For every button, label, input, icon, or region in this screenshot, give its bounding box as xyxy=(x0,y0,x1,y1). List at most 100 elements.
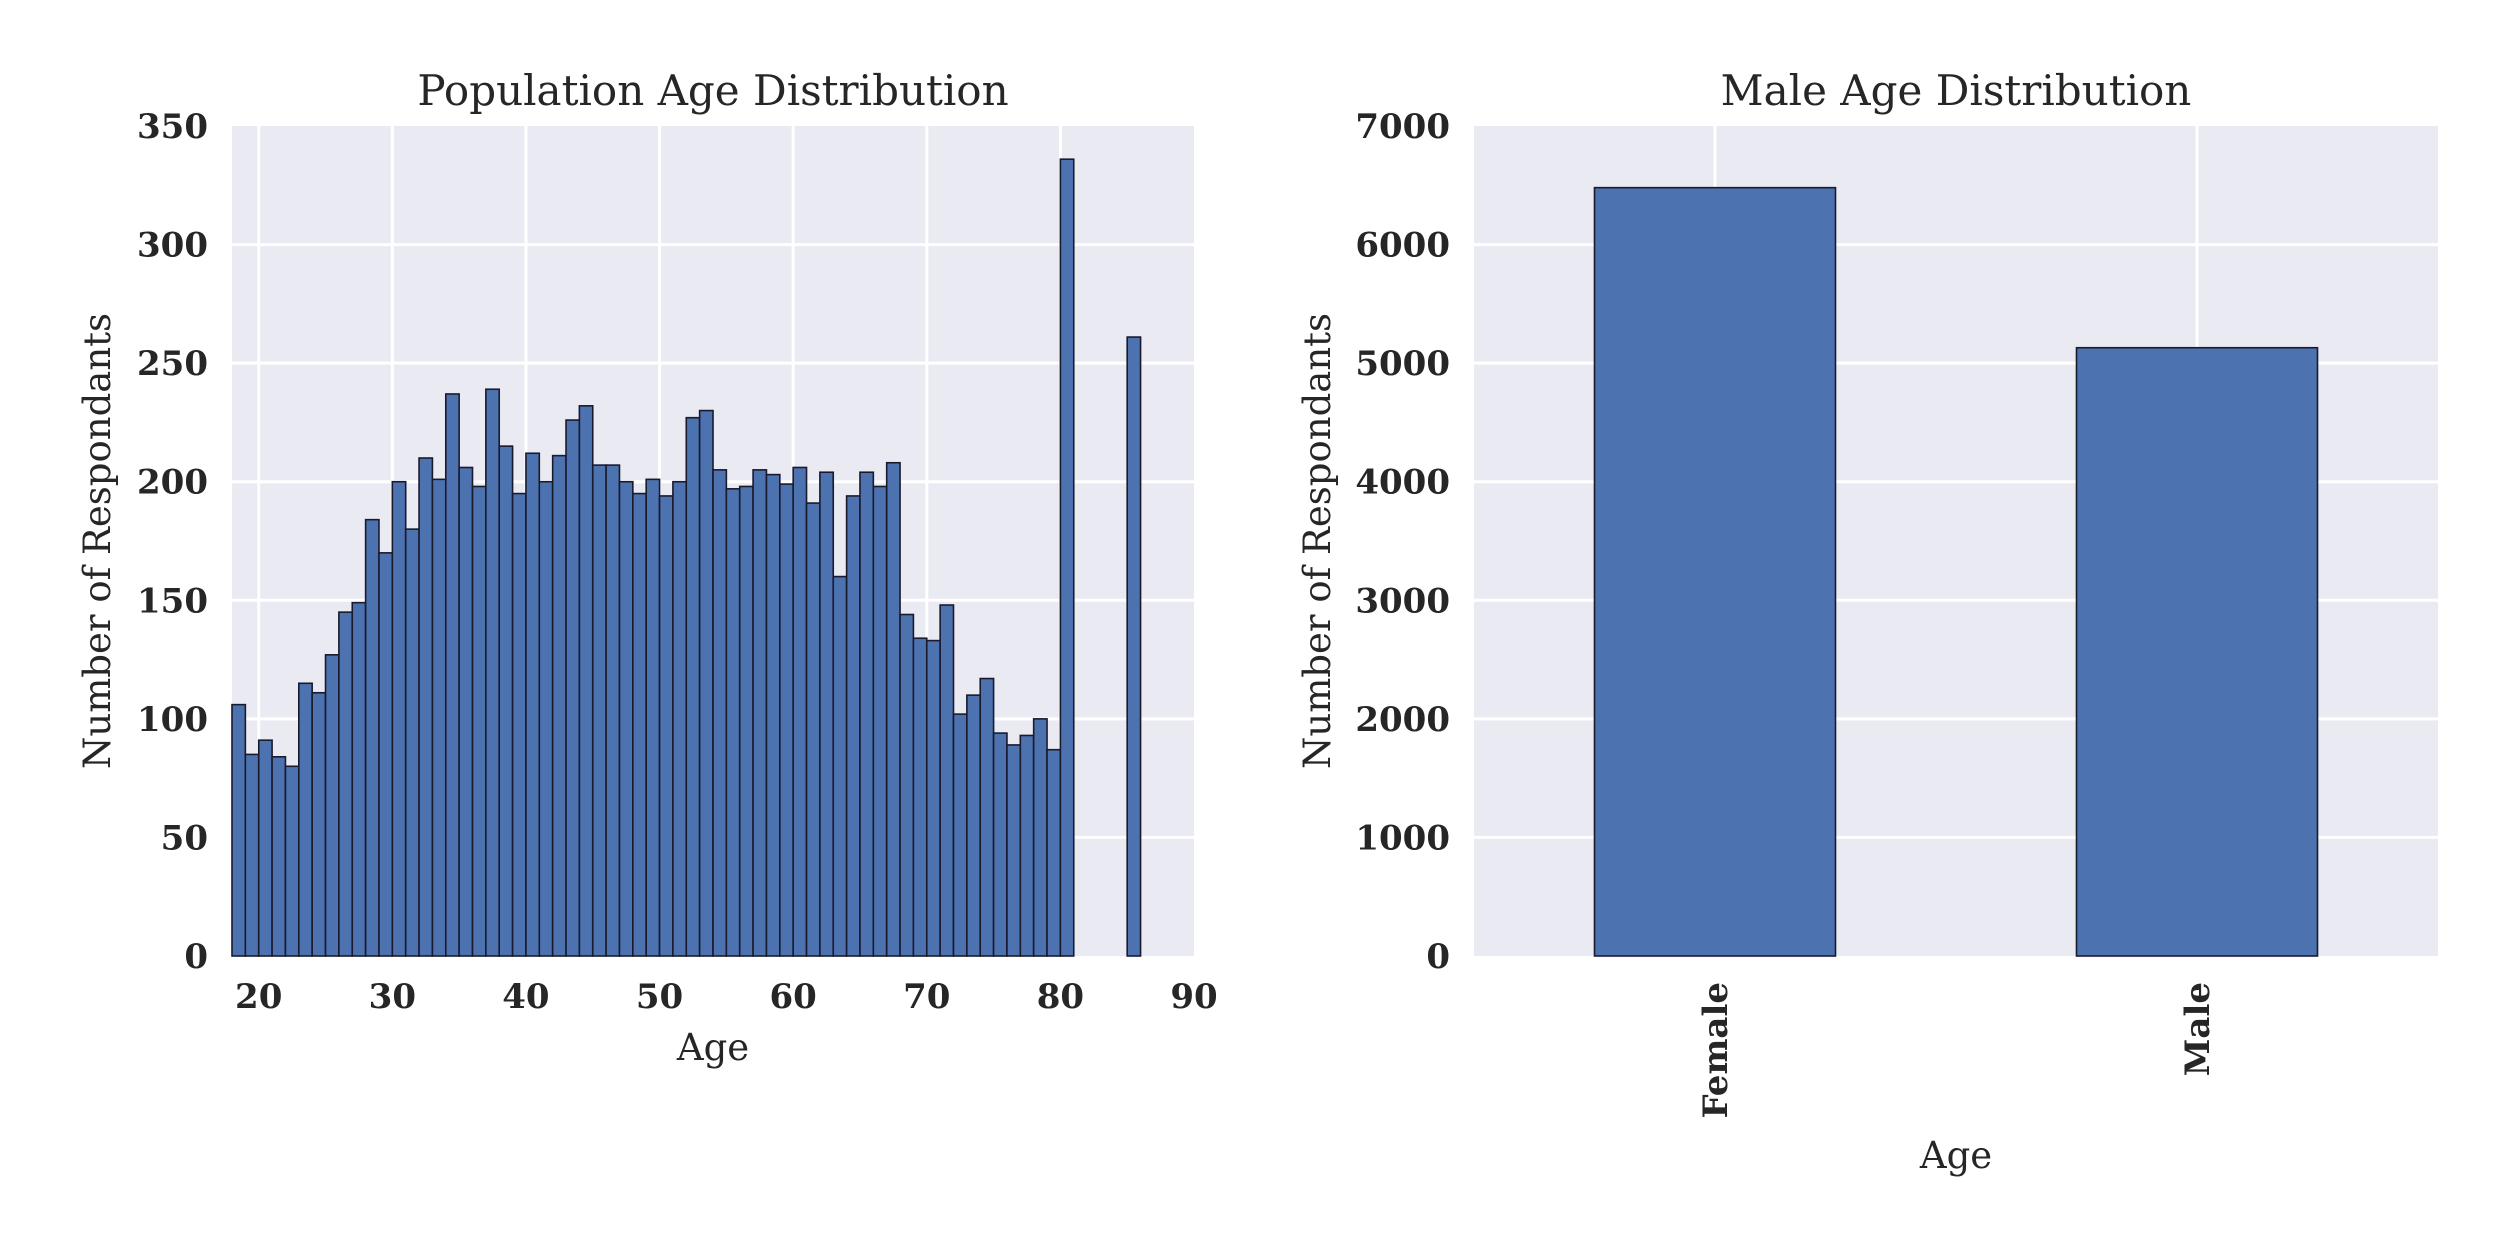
histogram-bar xyxy=(244,753,260,957)
histogram-bar xyxy=(792,466,808,957)
histogram-bar xyxy=(591,464,607,957)
histogram-bar xyxy=(685,416,701,957)
histogram-bar xyxy=(939,604,955,957)
histogram-bar xyxy=(819,471,835,957)
histogram-bar xyxy=(925,639,941,957)
histogram-bar xyxy=(271,755,287,957)
histogram-bar xyxy=(832,575,848,957)
x-tick-label: 30 xyxy=(369,977,416,1017)
histogram-bar xyxy=(471,485,487,957)
y-tick-label: 1000 xyxy=(1355,818,1450,858)
histogram-x-ticks: 20 30 40 50 60 70 80 90 xyxy=(235,977,1218,1017)
x-tick-label: 90 xyxy=(1170,977,1217,1017)
histogram-bar xyxy=(444,393,460,957)
histogram-bar xyxy=(859,471,875,957)
histogram-bar xyxy=(378,552,394,957)
histogram-bar xyxy=(1019,734,1035,957)
histogram-bar xyxy=(1126,336,1142,957)
y-tick-label: 0 xyxy=(184,937,208,977)
y-tick-label: 150 xyxy=(137,581,208,621)
histogram-bar xyxy=(738,485,754,957)
histogram-bar xyxy=(324,654,340,957)
gender-y-ticks: 0 1000 2000 3000 4000 5000 6000 7000 xyxy=(1355,107,1450,977)
y-tick-label: 7000 xyxy=(1355,107,1450,147)
histogram-bar xyxy=(431,478,447,957)
histogram-bar xyxy=(538,480,554,957)
bar-male xyxy=(2075,346,2319,957)
histogram-bar xyxy=(284,765,300,957)
histogram-bar xyxy=(912,637,928,957)
histogram-bar xyxy=(418,457,434,957)
histogram-bar xyxy=(231,703,247,957)
histogram-bar xyxy=(979,677,995,957)
histogram-bar xyxy=(1006,744,1022,957)
histogram-bar xyxy=(1046,748,1062,957)
x-tick-label: 20 xyxy=(235,977,282,1017)
gender-bars xyxy=(1593,186,2319,957)
y-tick-label: 250 xyxy=(137,344,208,384)
y-tick-label: 50 xyxy=(161,818,208,858)
histogram-bar xyxy=(605,464,621,957)
histogram-title: Population Age Distribution xyxy=(417,66,1008,115)
histogram-y-ticks: 0 50 100 150 200 250 300 350 xyxy=(137,107,208,977)
histogram-bar xyxy=(1059,158,1075,957)
histogram-bar xyxy=(632,492,647,957)
x-tick-label: 40 xyxy=(502,977,549,1017)
y-tick-label: 100 xyxy=(137,700,208,740)
histogram-bars xyxy=(231,158,1142,957)
histogram-x-axis-label: Age xyxy=(676,1026,749,1069)
histogram-bar xyxy=(645,478,661,957)
y-tick-label: 350 xyxy=(137,107,208,147)
gender-chart-title: Male Age Distribution xyxy=(1721,66,2192,115)
histogram-y-axis-label: Number of Respondants xyxy=(76,313,119,769)
histogram-bar xyxy=(525,452,541,957)
histogram-bar xyxy=(498,445,514,957)
histogram-bar xyxy=(565,419,581,957)
histogram-bar xyxy=(779,483,794,957)
y-tick-label: 0 xyxy=(1426,937,1450,977)
histogram-bar xyxy=(618,480,634,957)
histogram-bar xyxy=(364,518,380,957)
histogram-chart: 20 30 40 50 60 70 80 90 0 50 100 150 200 250 300 350 P… xyxy=(76,66,1218,1069)
y-tick-label: 200 xyxy=(137,463,208,503)
histogram-bar xyxy=(511,492,527,957)
histogram-bar xyxy=(298,682,313,957)
histogram-bar xyxy=(952,713,968,957)
histogram-bar xyxy=(698,409,714,957)
x-tick-label: Female xyxy=(1696,982,1736,1118)
x-tick-label: 70 xyxy=(903,977,950,1017)
histogram-bar xyxy=(257,739,273,957)
histogram-bar xyxy=(885,461,901,957)
histogram-bar xyxy=(845,495,861,957)
histogram-bar xyxy=(752,469,768,957)
x-tick-label: 60 xyxy=(770,977,817,1017)
histogram-bar xyxy=(485,388,501,957)
histogram-bar xyxy=(458,466,474,957)
gender-bar-chart: Female Male 0 1000 2000 3000 4000 5000 6000 7000… xyxy=(1296,66,2438,1177)
gender-x-axis-label: Age xyxy=(1919,1134,1992,1177)
histogram-bar xyxy=(992,732,1008,957)
y-tick-label: 4000 xyxy=(1355,463,1450,503)
histogram-bar xyxy=(765,473,781,957)
histogram-bar xyxy=(712,469,728,957)
y-tick-label: 3000 xyxy=(1355,581,1450,621)
x-tick-label: 80 xyxy=(1037,977,1084,1017)
histogram-bar xyxy=(311,691,327,957)
histogram-bar xyxy=(338,611,354,957)
histogram-bar xyxy=(966,694,982,957)
y-tick-label: 6000 xyxy=(1355,226,1450,266)
histogram-bar xyxy=(658,495,674,957)
histogram-bar xyxy=(404,528,420,957)
histogram-bar xyxy=(872,485,888,957)
histogram-bar xyxy=(672,480,688,957)
x-tick-label: 50 xyxy=(636,977,683,1017)
histogram-bar xyxy=(551,454,567,957)
y-tick-label: 5000 xyxy=(1355,344,1450,384)
gender-x-ticks: Female Male xyxy=(1696,982,2218,1118)
histogram-bar xyxy=(899,613,915,957)
x-tick-label: Male xyxy=(2178,982,2218,1076)
histogram-bar xyxy=(1032,718,1048,957)
bar-female xyxy=(1593,186,1837,957)
histogram-bar xyxy=(725,488,741,957)
